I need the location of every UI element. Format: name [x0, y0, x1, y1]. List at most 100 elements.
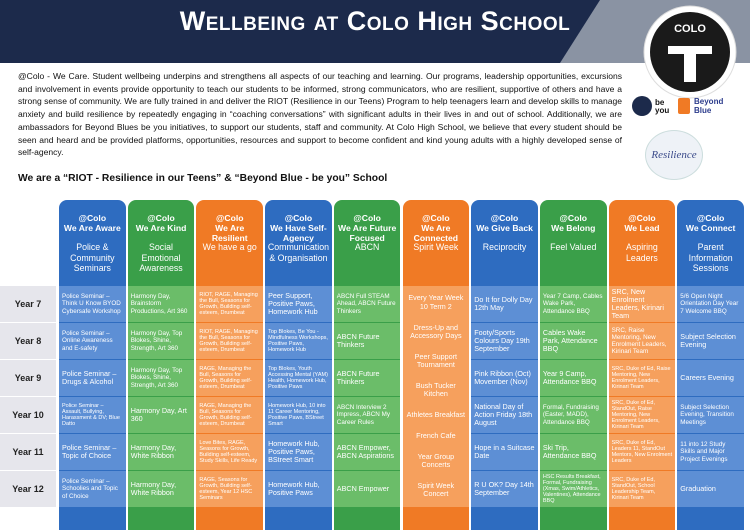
- column-tag: @Colo: [147, 213, 175, 223]
- program-cell: Top Blokes, Be You - Mindfulness Worksho…: [265, 323, 332, 359]
- column-tag: @Colo: [215, 213, 244, 223]
- column-tag: @Colo: [490, 213, 519, 223]
- program-cell: Year 9 Camp, Attendance BBQ: [539, 360, 607, 396]
- be-you-logo: be you: [655, 98, 670, 115]
- program-cell: Love Bites, RAGE, Seasons for Growth, Bu…: [196, 434, 264, 470]
- year-label: Year 12: [0, 471, 56, 507]
- logo-text: COLO: [674, 23, 706, 35]
- program-cell: ABCN Future Thinkers: [333, 360, 401, 396]
- program-cell: National Day of Action Friday 18th Augus…: [471, 397, 538, 433]
- event-item: French Cafe: [416, 430, 456, 440]
- program-cell: Harmony Day, White Ribbon: [127, 471, 195, 507]
- program-cell: Police Seminar – Schoolies and Topic of …: [59, 471, 126, 507]
- program-cell: RAGE, Managing the Bull, Seasons for Gro…: [196, 360, 264, 396]
- column-tag: @Colo: [559, 213, 587, 223]
- column-subtitle: Aspiring Leaders: [626, 242, 658, 263]
- program-cell: R U OK? Day 14th September: [471, 471, 538, 507]
- year-label: Year 10: [0, 397, 56, 433]
- program-cell: Pink Ribbon (Oct) Movember (Nov): [471, 360, 538, 396]
- column-title: We Give Back: [476, 223, 533, 233]
- logo-mark: [668, 46, 712, 82]
- column-tag: @Colo: [353, 213, 381, 223]
- column-title: We Are Connected: [413, 223, 459, 243]
- event-item: Athletes Breakfast: [406, 410, 466, 420]
- program-cell: RIOT, RAGE, Managing the Bull, Seasons f…: [196, 323, 264, 359]
- column-title: We Lead: [624, 223, 660, 233]
- program-cell: Homework Hub, Positive Paws, BStreet Sma…: [265, 434, 332, 470]
- column-tag: @Colo: [696, 213, 725, 223]
- title: Wellbeing at Colo High School: [179, 6, 571, 36]
- program-cell: Harmony Day, Brainstorm Productions, Art…: [127, 286, 195, 322]
- column-title: We Belong: [551, 223, 596, 233]
- event-item: Spirit Week Concert: [417, 481, 455, 499]
- beyond-blue-mark: [678, 98, 690, 114]
- program-cell: Subject Selection Evening, Transition Me…: [677, 397, 744, 433]
- program-cell: Harmony Day, Top Blokes, Shine, Strength…: [127, 360, 195, 396]
- event-item: Peer Support Tournament: [414, 351, 458, 369]
- program-cell: RAGE, Seasons for Growth, Building self-…: [196, 471, 264, 507]
- year-label: Year 8: [0, 323, 56, 359]
- column-title: We Are Kind: [135, 223, 187, 233]
- event-item: Year Group Concerts: [417, 451, 455, 470]
- event-item: Every Year Week 10 Term 2: [408, 293, 464, 311]
- program-cell: SRC, Duke of Ed, StandOut, Raise Mentori…: [608, 397, 676, 433]
- column-tag: @Colo: [628, 213, 656, 223]
- program-cell: ABCN Interview 2 Impress, ABCN My Career…: [333, 397, 401, 433]
- program-cell: Harmony Day, Top Blokes, Shine, Strength…: [127, 323, 195, 359]
- program-cell: Footy/Sports Colours Day 19th September: [471, 323, 538, 359]
- program-cell: Police Seminar – Drugs & Alcohol: [59, 360, 126, 396]
- program-cell: SRC, Duke of Ed, Raise Mentoring, New En…: [608, 360, 676, 396]
- program-cell: SRC, Duke of Ed, Leaders 11, StandOut Me…: [608, 434, 676, 470]
- program-cell: Subject Selection Evening: [677, 323, 744, 359]
- column-title: We Connect: [685, 223, 736, 233]
- program-cell: RAGE, Managing the Bull, Seasons for Gro…: [196, 397, 264, 433]
- program-cell: Police Seminar – Assault, Bullying, Hara…: [59, 397, 126, 433]
- program-cell: 11 into 12 Study Skills and Major Projec…: [677, 434, 744, 470]
- column-title: We Are Resilient: [211, 223, 248, 243]
- column-subtitle: Police & Community Seminars: [70, 242, 115, 273]
- program-cell: Hope in a Suitcase Date: [471, 434, 538, 470]
- program-cell: ABCN Future Thinkers: [333, 323, 401, 359]
- program-cell: Graduation: [677, 471, 744, 507]
- column-subtitle: ABCN: [354, 242, 380, 252]
- program-cell: 5/6 Open Night Orientation Day Year 7 We…: [677, 286, 744, 322]
- program-cell: SRC, Raise Mentoring, New Enrolment Lead…: [608, 323, 676, 359]
- year-label: Year 7: [0, 286, 56, 322]
- column-subtitle: Spirit Week: [413, 242, 459, 252]
- program-cell: SRC, New Enrolment Leaders, Kirinari Tea…: [608, 286, 676, 322]
- column-title: We Have Self-Agency: [270, 223, 327, 243]
- column-tag: @Colo: [422, 213, 450, 223]
- column-subtitle: Social Emotional Awareness: [139, 242, 183, 273]
- event-item: Bush Tucker Kitchen: [415, 380, 456, 399]
- column-subtitle: We have a go: [202, 242, 257, 252]
- year-label: Year 9: [0, 360, 56, 396]
- column-subtitle: Feel Valued: [550, 242, 597, 252]
- program-cell: Harmony Day, Art 360: [127, 397, 195, 433]
- program-cell: HSC Results Breakfast, Formal, Fundraisi…: [539, 471, 607, 507]
- program-cell: Police Seminar – Topic of Choice: [59, 434, 126, 470]
- program-cell: Year 7 Camp, Cables Wake Park, Attendanc…: [539, 286, 607, 322]
- column-tag: @Colo: [284, 213, 313, 223]
- column-title: We Are Future Focused: [338, 223, 397, 243]
- year-label: Year 11: [0, 434, 56, 470]
- beyond-blue-logo: Beyond Blue: [694, 97, 724, 115]
- program-cell: Do It for Dolly Day 12th May: [471, 286, 538, 322]
- school-logo: COLO: [643, 5, 737, 99]
- program-cell: Police Seminar – Think U Know BYOD Cyber…: [59, 286, 126, 322]
- program-cell: Police Seminar – Online Awareness and E-…: [59, 323, 126, 359]
- be-you-badge: [632, 96, 652, 116]
- program-cell: Cables Wake Park, Attendance BBQ: [539, 323, 607, 359]
- intro-text: @Colo - We Care. Student wellbeing under…: [18, 71, 622, 158]
- program-cell: Ski Trip, Attendance BBQ: [539, 434, 607, 470]
- merged-cell: Every Year Week 10 Term 2 Dress-Up and Ac…: [402, 286, 470, 507]
- subheading: We are a “RIOT - Resilience in our Teens…: [18, 173, 388, 184]
- program-cell: ABCN Empower, ABCN Aspirations: [333, 434, 401, 470]
- column-title: We Are Aware: [63, 223, 121, 233]
- program-cell: ABCN Full STEAM Ahead, ABCN Future Think…: [333, 286, 401, 322]
- program-cell: Top Blokes, Youth Accessing Mental (YAM)…: [265, 360, 332, 396]
- program-cell: Careers Evening: [677, 360, 744, 396]
- column-tag: @Colo: [78, 213, 107, 223]
- column-subtitle: Reciprocity: [482, 242, 527, 252]
- event-item: Dress-Up and Accessory Days: [410, 322, 462, 340]
